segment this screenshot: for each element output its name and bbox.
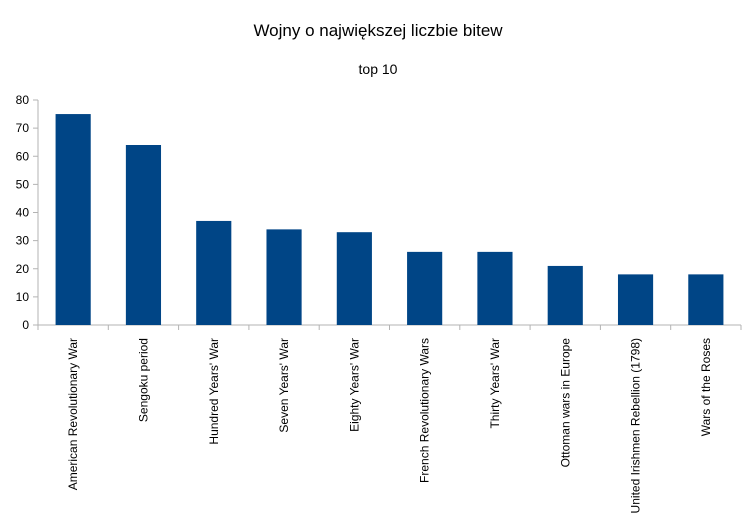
- y-tick-label: 0: [22, 318, 29, 332]
- x-tick-label: French Revolutionary Wars: [418, 338, 432, 483]
- chart-subtitle: top 10: [358, 61, 398, 77]
- x-tick-label: Wars of the Roses: [699, 338, 713, 436]
- y-tick-label: 60: [16, 149, 30, 163]
- bar: [477, 251, 513, 325]
- bar: [266, 229, 302, 325]
- x-tick-label: Ottoman wars in Europe: [558, 338, 572, 468]
- y-tick-label: 10: [16, 290, 30, 304]
- bar: [55, 114, 91, 325]
- bar: [617, 274, 654, 325]
- x-tick-label: Thirty Years' War: [488, 338, 502, 429]
- bar: [547, 265, 583, 325]
- bar: [688, 274, 724, 325]
- y-tick-label: 30: [16, 234, 30, 248]
- y-tick-label: 40: [16, 206, 30, 220]
- bar: [196, 220, 232, 325]
- x-tick-label: Seven Years' War: [277, 338, 291, 433]
- y-tick-label: 20: [16, 262, 30, 276]
- x-tick-label: American Revolutionary War: [66, 338, 80, 490]
- x-tick-label: United Irishmen Rebellion (1798): [629, 338, 643, 513]
- x-tick-label: Hundred Years' War: [207, 338, 221, 445]
- y-tick-label: 70: [16, 121, 30, 135]
- bar: [336, 232, 372, 325]
- x-tick-label: Sengoku period: [136, 338, 150, 422]
- y-tick-label: 50: [16, 177, 30, 191]
- chart-title: Wojny o największej liczbie bitew: [253, 21, 503, 40]
- x-tick-label: Eighty Years' War: [347, 338, 361, 432]
- y-tick-label: 80: [16, 93, 30, 107]
- bar: [407, 251, 443, 325]
- bar: [125, 145, 162, 325]
